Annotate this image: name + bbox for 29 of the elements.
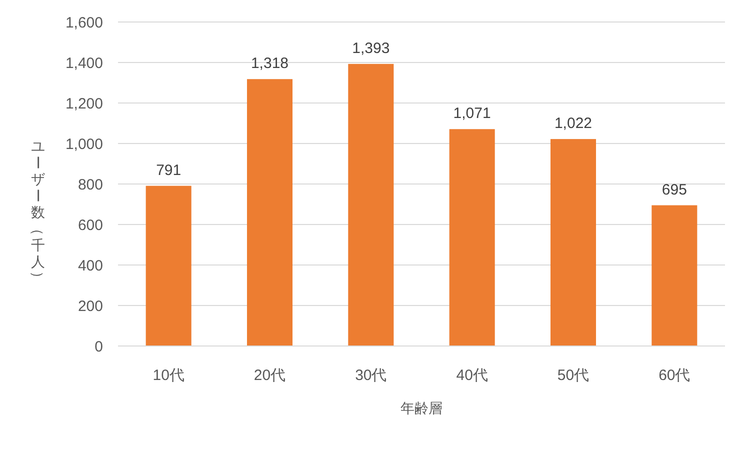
y-tick-label: 600 bbox=[78, 216, 103, 234]
data-label: 1,022 bbox=[554, 115, 592, 132]
text: ユーザー数（千人） bbox=[30, 138, 46, 285]
x-tick-label: 20代 bbox=[254, 367, 286, 384]
bar bbox=[449, 129, 495, 346]
y-tick-label: 800 bbox=[78, 176, 103, 194]
data-label: 791 bbox=[156, 162, 182, 179]
bar bbox=[348, 64, 394, 346]
data-label: 1,318 bbox=[250, 55, 289, 72]
bar bbox=[550, 139, 596, 346]
data-label: 1,393 bbox=[352, 40, 390, 57]
y-tick-label: 200 bbox=[78, 298, 103, 315]
y-tick-label: 1,400 bbox=[65, 54, 103, 72]
x-tick-label: 50代 bbox=[557, 367, 590, 384]
y-tick-label: 0 bbox=[94, 338, 103, 356]
bar bbox=[146, 186, 192, 346]
x-tick-label: 60代 bbox=[658, 367, 690, 384]
bar bbox=[652, 205, 698, 346]
y-tick-label: 1,000 bbox=[65, 136, 103, 153]
x-axis-title: 年齢層 bbox=[400, 400, 442, 416]
y-tick-label: 400 bbox=[78, 257, 103, 274]
y-tick-label: 1,200 bbox=[65, 95, 103, 112]
data-label: 1,071 bbox=[453, 105, 491, 122]
x-tick-label: 10代 bbox=[152, 367, 184, 384]
bar bbox=[246, 79, 293, 346]
y-tick-label: 1,600 bbox=[65, 14, 103, 32]
data-label: 695 bbox=[662, 181, 687, 198]
x-tick-label: 40代 bbox=[456, 367, 488, 384]
x-tick-label: 30代 bbox=[355, 367, 387, 384]
